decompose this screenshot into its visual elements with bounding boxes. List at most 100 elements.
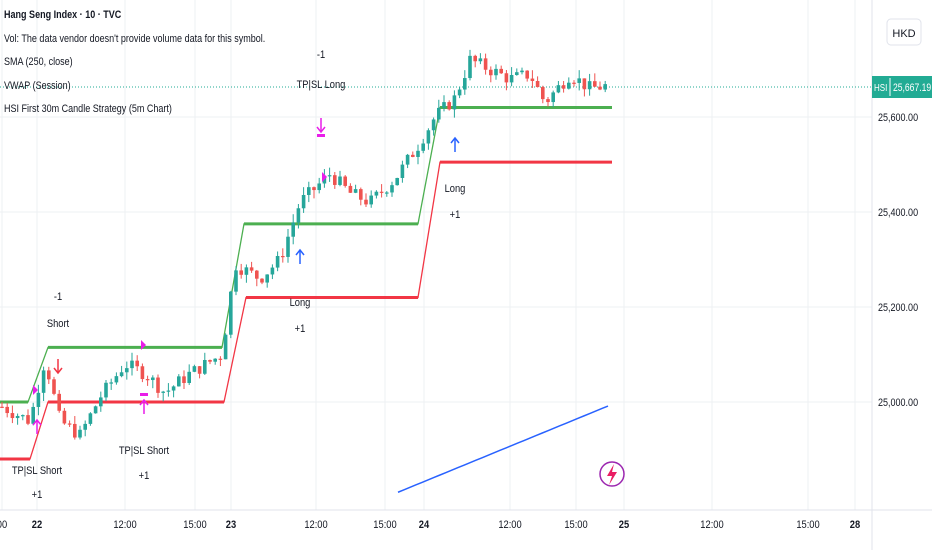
time-tick-label: 12:00 [113,519,137,531]
candle-body [135,360,139,367]
candle-body [572,82,576,84]
candle-body [400,164,405,178]
time-tick-label: 15:00 [796,519,820,531]
candle-body [515,72,519,76]
candle-body [26,415,30,424]
candle-body [421,143,425,151]
time-tick-label: 24 [419,519,430,531]
candle-body [437,107,441,120]
candle-body [483,58,488,70]
candle-body [47,370,51,380]
candle-body [348,185,353,193]
candle-body [213,358,217,362]
candle-body [442,102,446,108]
candle-body [166,390,171,392]
candle-body [390,185,394,193]
candle-body [36,392,41,407]
price-tick-label: 25,600.00 [878,112,918,124]
flag-marker [141,340,146,350]
candle-body [405,154,410,165]
candle-body [5,406,9,414]
candle-body [317,183,321,191]
candle-body [223,334,228,360]
indicator-sma[interactable]: SMA (250, close) [4,56,73,68]
sma-250-line [397,405,609,493]
candle-body [275,255,280,268]
candle-body [291,222,295,237]
candle-body [31,406,35,424]
exit-short-arrow-head [139,398,149,406]
candle-body [567,82,571,89]
candle-body [301,194,306,209]
candle-body [10,413,15,419]
candle-body [385,192,389,194]
time-axis[interactable]: 00 22 12:00 15:00 23 12:00 15:00 24 12:00 15:00 25… [0,519,860,531]
candle-body [447,102,451,110]
signal-label: Short [47,318,69,330]
candle-body [156,377,160,393]
candle-body [395,177,399,186]
indicator-volume[interactable]: Vol: The data vendor doesn't provide vol… [4,32,266,45]
candle-body [177,376,181,387]
last-price-tag [872,76,932,98]
candle-body [234,270,238,292]
candle-body [478,58,483,62]
candlestick-series [0,49,607,440]
indicator-strategy[interactable]: HSI First 30m Candle Strategy (5m Chart) [4,103,172,115]
candle-body [88,413,93,424]
candle-body [130,360,134,369]
price-tick-label: 25,000.00 [878,397,918,409]
sma-line [397,405,609,493]
lightning-icon[interactable] [599,461,625,487]
candle-body [551,92,555,103]
candle-body [99,397,103,407]
candle-body [333,175,337,185]
candle-body [187,371,191,383]
candle-body [41,370,46,393]
symbol-title[interactable]: Hang Seng Index · 10 · TVC [4,9,122,21]
signal-qty: +1 [295,323,306,335]
candle-body [582,78,587,90]
candle-body [520,70,524,73]
candle-body [239,270,243,275]
exit-marker [317,134,325,137]
long-arrow-head [450,136,460,144]
candle-body [561,85,566,89]
price-tick-label: 25,200.00 [878,302,918,314]
candle-body [265,274,269,283]
time-tick-label: 23 [226,519,237,531]
candle-body [426,130,431,144]
candle-body [151,377,155,381]
candle-body [104,382,108,398]
candle-body [504,73,509,83]
candle-body [249,267,254,271]
exit-short-arrow-head [32,418,42,426]
signal-label: TP|SL Short [119,445,169,457]
time-tick-label: 00 [0,519,7,531]
candle-body [307,187,311,195]
candle-body [327,175,332,177]
chart-legend: Hang Seng Index · 10 · TVC Vol: The data… [4,4,265,122]
candle-body [468,55,472,79]
candle-body [463,78,467,90]
currency-button [886,18,922,46]
indicator-vwap[interactable]: VWAP (Session) [4,79,71,92]
candle-body [78,429,82,438]
candle-body [119,372,124,377]
time-tick-label: 12:00 [498,519,522,531]
candle-body [546,99,550,103]
candle-body [364,199,368,205]
candle-body [229,291,233,335]
price-tick-label: 25,400.00 [878,207,918,219]
candle-body [161,391,165,393]
flag-marker [322,172,327,182]
candle-body [296,208,301,223]
candle-body [83,423,87,430]
time-tick-label: 15:00 [564,519,588,531]
candle-body [509,75,514,83]
candle-body [369,195,373,205]
candle-body [93,406,98,414]
candle-body [260,278,264,283]
